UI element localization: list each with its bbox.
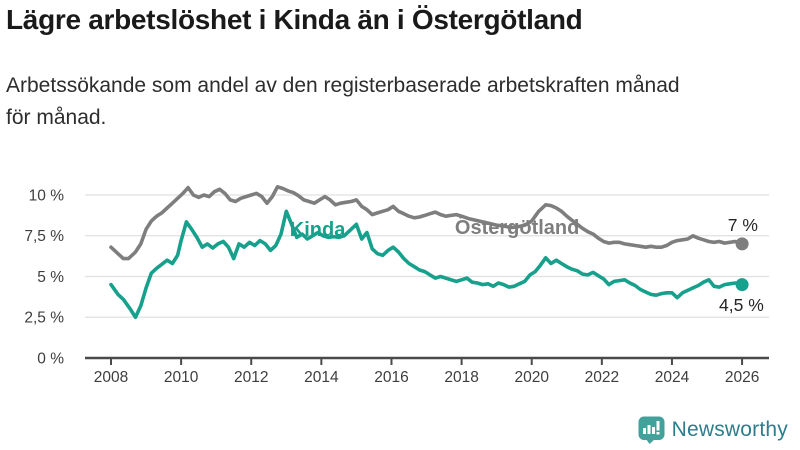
y-tick-label: 7,5 %: [24, 228, 64, 245]
unemployment-line-chart: 0 % 2,5 % 5 % 7,5 % 10 % 2008 2010 2012 2014 2016…: [24, 184, 769, 386]
x-tick-label: 2020: [514, 369, 549, 386]
x-tick-label: 2024: [655, 369, 690, 386]
end-value-label-ostergotland: 7 %: [728, 215, 758, 235]
chart-title: Lägre arbetslöshet i Kinda än i Östergöt…: [6, 4, 583, 35]
x-tick-label: 2008: [94, 369, 128, 386]
chart-subtitle: Arbetssökande som andel av den registerb…: [6, 70, 680, 134]
x-tick-label: 2016: [374, 369, 408, 386]
x-tick-label: 2014: [304, 369, 339, 386]
newsworthy-logo-text: Newsworthy: [671, 418, 788, 441]
x-tick-label: 2018: [444, 369, 478, 386]
newsworthy-logo-icon: [638, 416, 665, 444]
x-tick-label: 2010: [164, 369, 199, 386]
y-tick-label: 10 %: [29, 187, 65, 204]
series-label-kinda: Kinda: [290, 219, 346, 241]
x-tick-label: 2026: [725, 369, 759, 386]
series-line-ostergotland: [109, 184, 744, 261]
end-value-label-kinda: 4,5 %: [719, 295, 764, 315]
series-end-dot-kinda: [735, 278, 749, 292]
y-tick-label: 0 %: [37, 350, 64, 367]
newsworthy-brand: Newsworthy: [638, 416, 788, 444]
series-line-kinda: [109, 209, 744, 320]
series-end-dot-ostergotland: [735, 237, 749, 251]
series-label-ostergotland: Östergötland: [455, 216, 579, 239]
x-tick-label: 2012: [234, 369, 268, 386]
chart-subtitle-line2: för månad.: [6, 106, 107, 129]
y-tick-label: 2,5 %: [24, 310, 64, 327]
x-tick-label: 2022: [585, 369, 619, 386]
chart-subtitle-line1: Arbetssökande som andel av den registerb…: [6, 74, 680, 97]
y-tick-label: 5 %: [37, 269, 64, 286]
